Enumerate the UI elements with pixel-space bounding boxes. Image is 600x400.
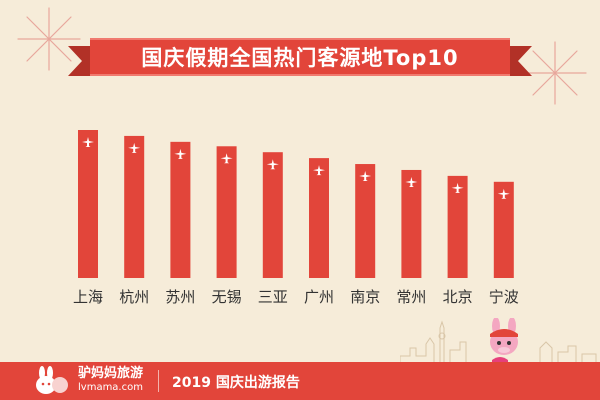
airplane-icon — [359, 171, 372, 182]
bar-无锡 — [216, 146, 237, 278]
title-banner: 国庆假期全国热门客源地Top10 — [68, 38, 510, 78]
bar-北京 — [447, 175, 468, 278]
bar-上海 — [78, 130, 98, 278]
bar-常州 — [401, 169, 422, 278]
airplane-icon — [220, 153, 233, 164]
footer-report-title: 2019 国庆出游报告 — [172, 375, 300, 391]
chart-title: 国庆假期全国热门客源地Top10 — [90, 38, 510, 76]
airplane-icon — [266, 159, 279, 170]
category-label: 苏州 — [165, 288, 195, 306]
firework-decoration-right — [523, 41, 587, 105]
bar-南京 — [355, 164, 376, 278]
bar-杭州 — [124, 135, 145, 278]
firework-decoration-left — [17, 7, 81, 71]
airplane-icon — [405, 176, 418, 187]
footer-brand-name: 驴妈妈旅游 — [78, 366, 144, 381]
bar-宁波 — [493, 181, 514, 278]
category-label: 上海 — [73, 288, 103, 306]
bar-苏州 — [170, 141, 191, 278]
bar-广州 — [309, 158, 329, 278]
airplane-icon — [313, 165, 325, 176]
category-label: 无锡 — [212, 288, 242, 306]
airplane-icon — [451, 182, 464, 193]
city-skyline-decoration — [400, 320, 597, 364]
airplane-icon — [82, 137, 94, 147]
airplane-icon — [128, 142, 141, 153]
category-label: 三亚 — [258, 288, 288, 306]
category-label: 杭州 — [119, 288, 149, 306]
airplane-icon — [497, 188, 510, 199]
category-label: 宁波 — [489, 288, 519, 306]
category-label: 广州 — [304, 288, 334, 306]
bar-三亚 — [262, 152, 283, 278]
category-label: 南京 — [350, 288, 380, 306]
category-label: 常州 — [396, 288, 426, 306]
footer-brand-url: lvmama.com — [78, 382, 143, 393]
footer-divider — [158, 370, 159, 392]
footer-bar: 驴妈妈旅游 lvmama.com 2019 国庆出游报告 — [0, 362, 600, 400]
airplane-icon — [174, 148, 187, 159]
category-label: 北京 — [443, 288, 473, 306]
lvmama-logo-icon — [36, 366, 68, 394]
